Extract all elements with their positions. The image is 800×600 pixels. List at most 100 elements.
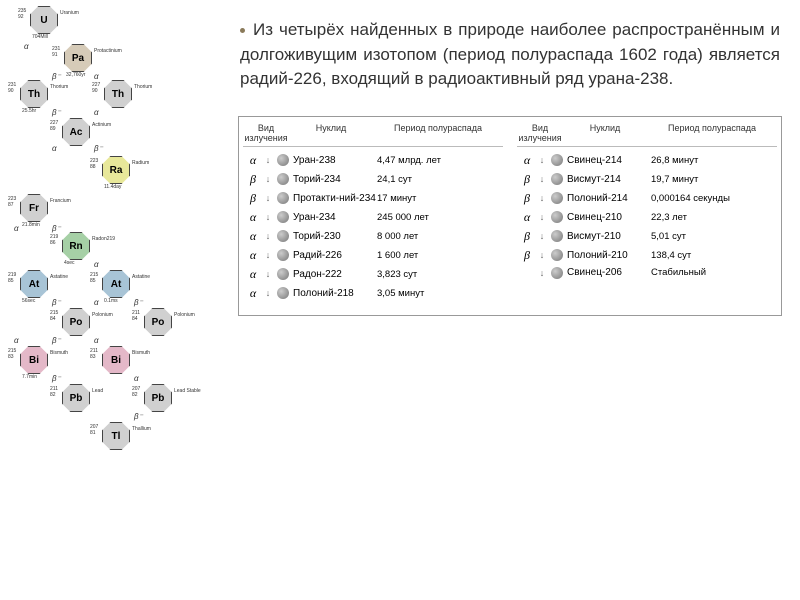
decay-label: α	[94, 72, 99, 81]
table-row: β↓Висмут-21419,7 минут	[517, 172, 777, 187]
main-paragraph: Из четырёх найденных в природе наиболее …	[230, 10, 790, 110]
nuclide-name: Торий-234	[293, 174, 377, 185]
decay-label: β⁻	[52, 336, 61, 345]
half-life: 26,8 минут	[651, 155, 777, 166]
arrow-down-icon: ↓	[537, 212, 547, 222]
decay-type: α	[243, 286, 263, 301]
nuclide-ac: Ac22789Actinium	[62, 118, 90, 146]
table-row: β↓ Торий-23424,1 сут	[243, 172, 503, 187]
decay-type: α	[243, 267, 263, 282]
half-life: 0,000164 секунды	[651, 193, 777, 204]
table-row: β↓Полоний-210138,4 сут	[517, 248, 777, 263]
arrow-down-icon: ↓	[537, 174, 547, 184]
half-life: 1 600 лет	[377, 250, 503, 261]
decay-table: Вид излучения Нуклид Период полураспада …	[238, 116, 782, 316]
arrow-down-icon: ↓	[263, 174, 273, 184]
arrow-down-icon: ↓	[263, 288, 273, 298]
nuclide-name: Свинец-214	[567, 155, 651, 166]
decay-label: α	[94, 108, 99, 117]
half-life: 3,05 минут	[377, 288, 503, 299]
content-panel: Из четырёх найденных в природе наиболее …	[230, 10, 790, 316]
table-row: β↓ Полоний-2140,000164 секунды	[517, 191, 777, 206]
decay-chain-diagram: U23592Uranium704MillPa23191Protactinium3…	[0, 0, 220, 600]
table-row: β↓Висмут-2105,01 сут	[517, 229, 777, 244]
half-life: Стабильный	[651, 267, 777, 278]
nuclide-dot-icon	[551, 267, 563, 279]
arrow-down-icon: ↓	[263, 193, 273, 203]
half-life: 22,3 лет	[651, 212, 777, 223]
header-emission: Вид излучения	[517, 123, 563, 143]
decay-type: α	[243, 153, 263, 168]
nuclide-dot-icon	[277, 192, 289, 204]
arrow-down-icon: ↓	[537, 193, 547, 203]
nuclide-u: U23592Uranium704Mill	[30, 6, 58, 34]
decay-type: β	[517, 191, 537, 206]
header-emission: Вид излучения	[243, 123, 289, 143]
table-header: Вид излучения Нуклид Период полураспада	[243, 123, 503, 147]
nuclide-name: Протакти-ний-234	[293, 193, 377, 204]
table-row: α↓Уран-2384,47 млрд. лет	[243, 153, 503, 168]
header-halflife: Период полураспада	[647, 123, 777, 143]
nuclide-name: Радон-222	[293, 269, 377, 280]
decay-type: β	[243, 191, 263, 206]
decay-type: β	[243, 172, 263, 187]
nuclide-fr: Fr22387Francium21.8min	[20, 194, 48, 222]
nuclide-po1: Po21584Polonium	[62, 308, 90, 336]
nuclide-dot-icon	[551, 211, 563, 223]
decay-type: β	[517, 229, 537, 244]
arrow-down-icon: ↓	[263, 269, 273, 279]
nuclide-dot-icon	[551, 173, 563, 185]
nuclide-name: Полоний-210	[567, 250, 651, 261]
decay-label: β⁻	[52, 224, 61, 233]
decay-label: β⁻	[94, 144, 103, 153]
arrow-down-icon: ↓	[537, 231, 547, 241]
half-life: 8 000 лет	[377, 231, 503, 242]
nuclide-at2: At21585Astatine0.1ms	[102, 270, 130, 298]
nuclide-dot-icon	[277, 268, 289, 280]
nuclide-bi2: Bi21183Bismuth	[102, 346, 130, 374]
decay-label: β⁻	[134, 298, 143, 307]
decay-label: β⁻	[52, 374, 61, 383]
nuclide-pa: Pa23191Protactinium32,760yr	[64, 44, 92, 72]
nuclide-pb1: Pb21182Lead	[62, 384, 90, 412]
nuclide-th1: Th23190Thorium25.5hr	[20, 80, 48, 108]
nuclide-dot-icon	[551, 192, 563, 204]
table-header: Вид излучения Нуклид Период полураспада	[517, 123, 777, 147]
half-life: 19,7 минут	[651, 174, 777, 185]
decay-label: α	[94, 298, 99, 307]
nuclide-po2: Po21184Polonium	[144, 308, 172, 336]
nuclide-name: Уран-234	[293, 212, 377, 223]
nuclide-ra: Ra22388Radium11.4day	[102, 156, 130, 184]
nuclide-tl: Tl20781Thallium	[102, 422, 130, 450]
table-row: β↓ Протакти-ний-23417 минут	[243, 191, 503, 206]
nuclide-name: Полоний-214	[567, 193, 651, 204]
arrow-down-icon: ↓	[537, 155, 547, 165]
nuclide-dot-icon	[277, 154, 289, 166]
table-row: α↓Радий-2261 600 лет	[243, 248, 503, 263]
bullet-icon	[240, 28, 245, 33]
half-life: 5,01 сут	[651, 231, 777, 242]
decay-label: α	[52, 144, 57, 153]
arrow-down-icon: ↓	[263, 250, 273, 260]
nuclide-name: Торий-230	[293, 231, 377, 242]
nuclide-name: Свинец-206	[567, 267, 651, 278]
decay-label: β⁻	[52, 298, 61, 307]
nuclide-name: Свинец-210	[567, 212, 651, 223]
decay-type: α	[243, 248, 263, 263]
table-row: ↓Свинец-206Стабильный	[517, 267, 777, 279]
decay-type: β	[517, 248, 537, 263]
decay-label: α	[94, 260, 99, 269]
decay-label: α	[24, 42, 29, 51]
half-life: 24,1 сут	[377, 174, 503, 185]
decay-label: α	[14, 336, 19, 345]
half-life: 138,4 сут	[651, 250, 777, 261]
nuclide-name: Полоний-218	[293, 288, 377, 299]
nuclide-dot-icon	[277, 287, 289, 299]
nuclide-rn: Rn21986Radon2194sec	[62, 232, 90, 260]
arrow-down-icon: ↓	[263, 231, 273, 241]
table-row: α↓Радон-2223,823 сут	[243, 267, 503, 282]
nuclide-name: Уран-238	[293, 155, 377, 166]
nuclide-pb2: Pb20782Lead Stable	[144, 384, 172, 412]
decay-label: α	[134, 374, 139, 383]
half-life: 17 минут	[377, 193, 503, 204]
